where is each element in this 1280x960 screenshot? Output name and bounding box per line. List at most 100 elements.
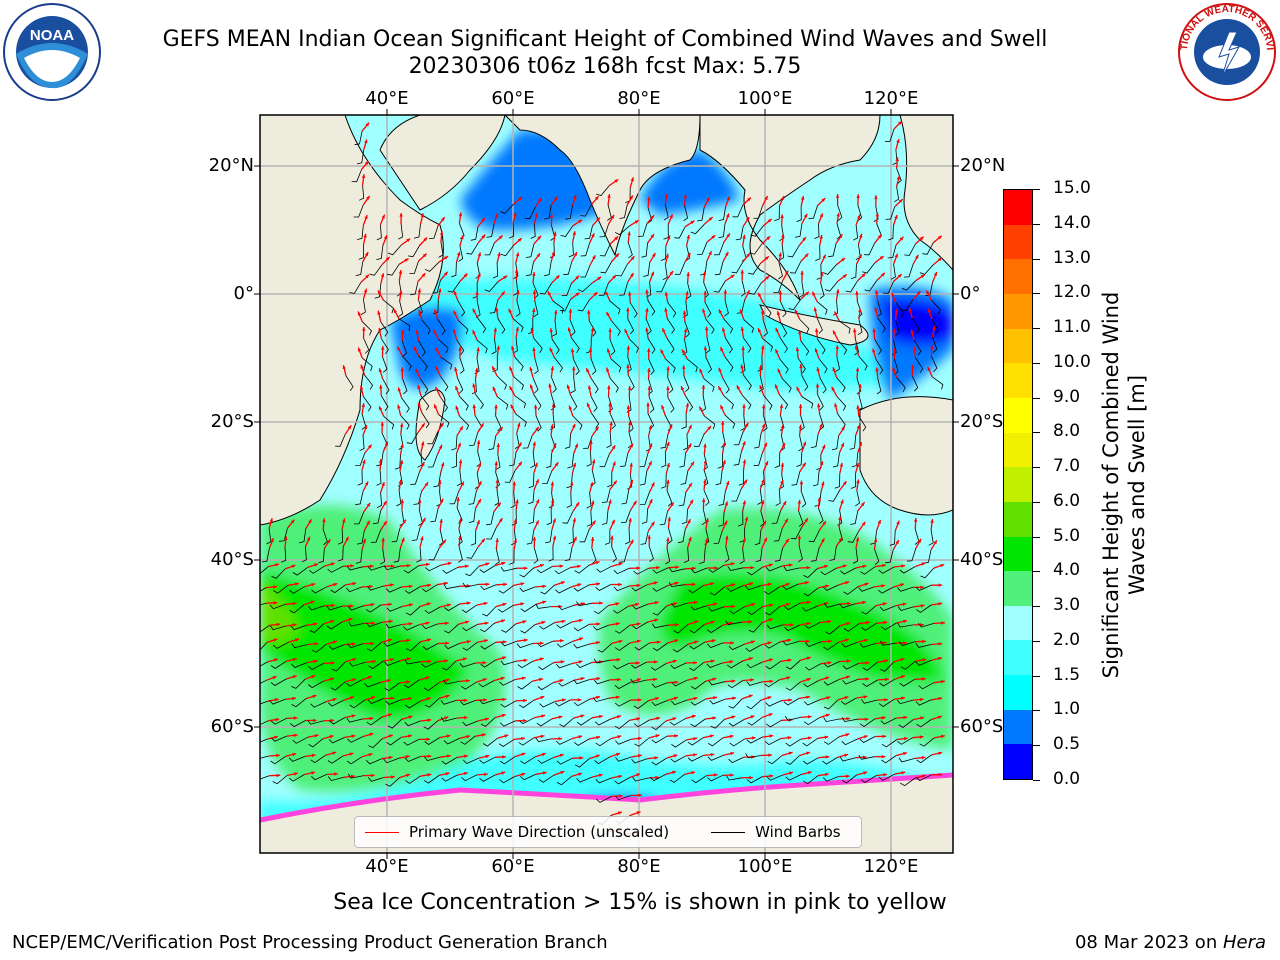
wave-arrow-head xyxy=(682,349,686,354)
wind-barb xyxy=(740,280,746,297)
wind-barb xyxy=(586,451,592,467)
wave-arrow-head xyxy=(920,274,925,279)
wave-arrow-head xyxy=(560,770,565,775)
wind-barb xyxy=(596,796,612,803)
wind-barb xyxy=(380,548,386,565)
wind-barb xyxy=(555,586,571,594)
wind-barb xyxy=(620,453,629,468)
wind-barb xyxy=(357,530,365,545)
wind-barb xyxy=(376,245,384,260)
wind-barb xyxy=(404,586,421,594)
wave-arrow-head xyxy=(445,694,450,699)
wave-arrow-head xyxy=(499,427,503,432)
wind-barb xyxy=(704,415,716,430)
wave-arrow-head xyxy=(824,735,829,739)
wind-barb xyxy=(881,755,897,764)
wind-barb xyxy=(801,396,814,409)
wave-arrow-head xyxy=(547,291,552,296)
wind-barb xyxy=(903,264,914,278)
wind-barb xyxy=(651,623,668,629)
wind-barb xyxy=(715,470,723,486)
wave-arrow-head xyxy=(466,640,471,644)
wave-arrow-head xyxy=(841,258,846,262)
wind-barb xyxy=(291,698,307,708)
wave-arrow-head xyxy=(381,214,385,219)
wind-barb xyxy=(299,528,307,544)
wind-barb xyxy=(354,131,363,146)
wave-arrow-head xyxy=(384,441,388,446)
wave-arrow-head xyxy=(616,752,620,757)
wave-arrow-head xyxy=(447,561,452,566)
wind-barb xyxy=(355,549,363,564)
wind-barb xyxy=(860,775,877,783)
wave-arrow-head xyxy=(892,367,896,372)
wind-barb xyxy=(858,586,875,592)
wind-barb xyxy=(533,394,542,411)
wave-arrow-head xyxy=(420,536,424,541)
wave-arrow-head xyxy=(689,499,693,504)
wave-arrow-head xyxy=(769,774,774,778)
wind-barb xyxy=(370,529,381,543)
wave-arrow-head xyxy=(838,516,842,521)
wind-barb xyxy=(366,642,382,652)
wave-arrow-head xyxy=(400,443,404,448)
footer-credit: NCEP/EMC/Verification Post Processing Pr… xyxy=(12,932,608,953)
wave-arrow-head xyxy=(608,328,612,332)
wave-arrow-head xyxy=(559,753,564,758)
wave-arrow-head xyxy=(807,715,812,719)
wave-arrow-head xyxy=(445,678,450,683)
wind-barb xyxy=(651,757,668,766)
wind-barb xyxy=(667,377,674,394)
colorbar-segment xyxy=(1004,744,1032,779)
wave-arrow-head xyxy=(515,252,520,257)
wind-barb xyxy=(367,698,384,704)
wave-arrow-head xyxy=(472,404,476,409)
wave-arrow-head xyxy=(855,463,860,467)
wave-arrow-head xyxy=(553,231,557,236)
wave-arrow-head xyxy=(672,659,677,664)
wave-arrow-head xyxy=(855,367,860,372)
wind-barb xyxy=(271,568,286,579)
wave-arrow-head xyxy=(933,272,937,276)
wave-arrow-head xyxy=(313,622,318,626)
wind-barb xyxy=(648,546,654,563)
wind-barb xyxy=(666,337,675,354)
wind-barb xyxy=(764,641,781,649)
wave-arrow-head xyxy=(749,582,754,586)
lat-tick-label: 40°S xyxy=(960,549,1004,570)
wave-arrow-head xyxy=(919,735,924,739)
wave-arrow-head xyxy=(520,602,525,606)
wind-barb xyxy=(408,245,420,258)
wind-barb xyxy=(526,530,535,545)
wind-barb xyxy=(433,472,441,488)
wave-arrow-head xyxy=(597,276,602,281)
wind-barb xyxy=(651,682,668,688)
wave-arrow-head xyxy=(896,175,901,180)
wind-barb xyxy=(678,528,686,544)
wind-barb xyxy=(368,738,383,749)
wave-arrow-head xyxy=(273,585,277,589)
wave-arrow-head xyxy=(351,642,356,646)
wave-arrow-head xyxy=(650,234,654,239)
wave-arrow-head xyxy=(874,195,878,199)
wave-arrow-head xyxy=(481,218,485,222)
wind-barb xyxy=(800,414,805,431)
wave-arrow-head xyxy=(833,330,837,335)
wind-barb xyxy=(816,301,828,315)
wind-barb xyxy=(451,262,457,278)
wind-barb xyxy=(357,470,363,486)
wave-arrow-head xyxy=(827,619,831,624)
wave-arrow-head xyxy=(748,657,753,661)
wave-arrow-head xyxy=(940,564,945,568)
wave-arrow-head xyxy=(672,770,676,775)
wind-barb xyxy=(327,565,344,573)
wind-barb xyxy=(681,413,687,430)
wind-barb xyxy=(749,282,762,295)
wave-arrow-head xyxy=(866,621,870,625)
colorbar-tick-label: 0.5 xyxy=(1053,734,1081,755)
wind-barb xyxy=(732,204,744,218)
wave-arrow-head xyxy=(710,582,715,586)
wind-barb xyxy=(539,622,555,630)
wind-barb xyxy=(486,223,495,238)
wind-barb xyxy=(470,530,477,546)
